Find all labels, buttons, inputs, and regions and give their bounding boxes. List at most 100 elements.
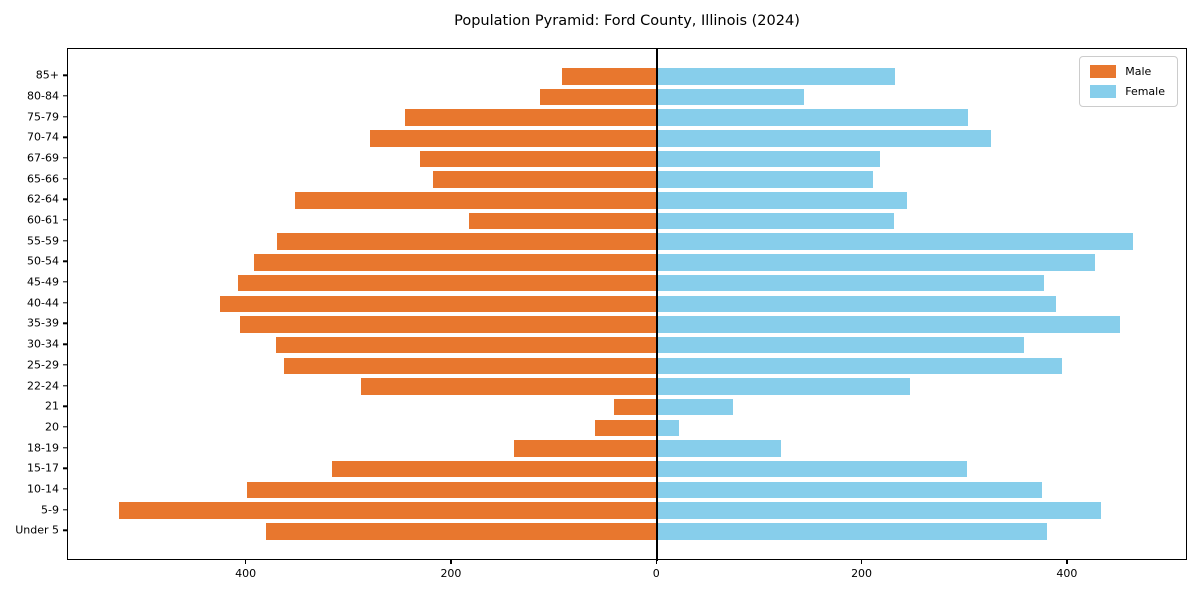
female-swatch-icon [1090, 85, 1117, 98]
legend-item-male: Male [1090, 65, 1165, 78]
y-tick-mark [63, 364, 67, 366]
x-tick-mark [244, 560, 247, 564]
y-tick-mark [63, 508, 67, 511]
legend: Male Female [1079, 56, 1178, 107]
bar-male-60-61 [469, 212, 658, 230]
bar-male-5-9 [119, 502, 658, 519]
bar-female-21 [657, 398, 734, 416]
y-tick-mark [63, 260, 67, 263]
bar-male-40-44 [219, 295, 658, 313]
legend-label-male: Male [1125, 65, 1152, 78]
y-tick-label: 62-64 [27, 192, 59, 206]
x-tick-label: 0 [652, 567, 660, 580]
bar-male-75-79 [404, 109, 658, 126]
y-tick-mark [63, 488, 67, 490]
y-tick-mark [63, 219, 67, 221]
bar-female-18-19 [657, 440, 782, 457]
y-tick-mark [63, 426, 67, 428]
bar-female-45-49 [657, 274, 1045, 292]
y-tick-mark [63, 240, 67, 242]
y-tick-mark [63, 467, 67, 469]
y-tick-label: 40-44 [27, 296, 59, 310]
y-tick-label: 18-19 [27, 441, 59, 455]
bar-male-under-5 [266, 523, 658, 540]
bar-female-15-17 [657, 460, 968, 478]
bar-male-50-54 [253, 254, 658, 271]
y-tick-mark [63, 177, 67, 180]
y-tick-label: 21 [45, 399, 59, 413]
bar-female-20 [657, 419, 679, 437]
y-tick-label: 30-34 [27, 337, 59, 351]
y-tick-label: 10-14 [27, 482, 59, 496]
x-tick-label: 400 [1056, 567, 1078, 580]
y-tick-label: 50-54 [27, 254, 59, 268]
y-tick-label: 60-61 [27, 213, 59, 227]
y-tick-mark [63, 74, 67, 76]
bar-female-80-84 [657, 88, 805, 106]
y-tick-label: 15-17 [27, 461, 59, 475]
y-tick-label: 35-39 [27, 316, 59, 330]
bar-female-55-59 [657, 233, 1133, 250]
bar-male-22-24 [360, 378, 658, 395]
y-tick-label: 85+ [35, 68, 59, 82]
y-tick-mark [63, 405, 67, 407]
bar-female-65-66 [657, 171, 873, 188]
bar-female-10-14 [657, 481, 1043, 499]
x-tick-mark [1066, 560, 1068, 564]
legend-item-female: Female [1090, 85, 1165, 98]
bar-male-18-19 [513, 440, 658, 457]
x-tick-mark [450, 560, 452, 564]
x-tick-label: 200 [851, 567, 873, 580]
bar-male-30-34 [276, 336, 658, 354]
x-tick-mark [860, 560, 863, 564]
y-tick-mark [63, 281, 67, 283]
bar-female-75-79 [657, 109, 969, 126]
bar-female-50-54 [657, 254, 1095, 271]
y-tick-label: 22-24 [27, 379, 59, 392]
bar-male-70-74 [369, 130, 658, 147]
bar-male-62-64 [294, 192, 658, 209]
y-tick-mark [63, 136, 67, 139]
bar-male-20 [594, 419, 658, 437]
zero-axis-line [656, 49, 659, 561]
bar-female-22-24 [657, 378, 910, 395]
y-tick-label: Under 5 [15, 523, 59, 537]
y-tick-mark [63, 115, 67, 118]
y-tick-mark [63, 157, 67, 159]
y-tick-mark [63, 198, 67, 201]
bar-female-85+ [657, 68, 896, 85]
y-tick-label: 45-49 [27, 275, 59, 289]
bar-male-21 [614, 398, 658, 416]
y-tick-label: 80-84 [27, 89, 59, 103]
bar-male-85+ [561, 68, 658, 85]
y-tick-label: 65-66 [27, 172, 59, 186]
y-tick-label: 25-29 [27, 358, 59, 372]
bar-female-35-39 [657, 316, 1121, 333]
bar-female-62-64 [657, 192, 907, 209]
y-tick-mark [63, 95, 67, 97]
y-tick-label: 5-9 [41, 503, 59, 517]
chart-title: Population Pyramid: Ford County, Illinoi… [454, 13, 800, 29]
y-tick-mark [63, 302, 67, 304]
bar-male-55-59 [277, 233, 658, 250]
bar-female-under-5 [657, 523, 1048, 540]
bar-male-65-66 [433, 171, 658, 188]
bar-male-15-17 [331, 460, 658, 478]
bar-female-40-44 [657, 295, 1056, 313]
bar-male-35-39 [240, 316, 658, 333]
bar-female-67-69 [657, 150, 881, 168]
y-tick-label: 70-74 [27, 130, 59, 144]
y-tick-label: 75-79 [27, 110, 59, 124]
y-tick-mark [63, 529, 67, 531]
bar-female-5-9 [657, 502, 1101, 519]
bar-female-60-61 [657, 212, 895, 230]
bar-female-30-34 [657, 336, 1024, 354]
bar-male-45-49 [238, 274, 658, 292]
bar-female-25-29 [657, 357, 1062, 375]
y-tick-label: 55-59 [27, 234, 59, 248]
y-tick-mark [63, 384, 67, 387]
bar-male-25-29 [283, 357, 658, 375]
y-tick-label: 67-69 [27, 151, 59, 165]
y-tick-label: 20 [45, 420, 59, 434]
